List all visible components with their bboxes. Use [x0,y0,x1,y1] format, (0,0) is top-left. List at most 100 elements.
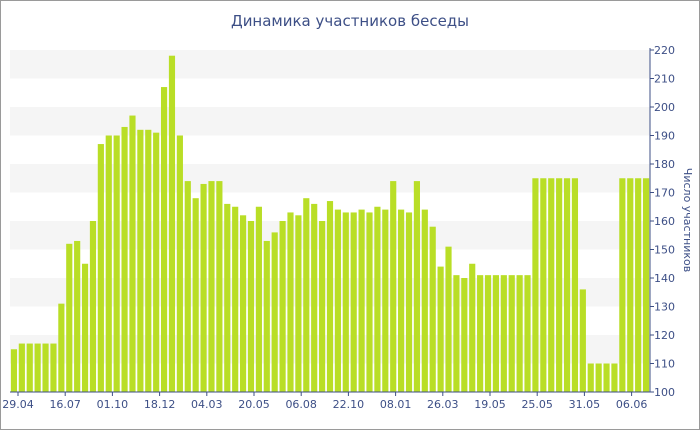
bar [240,215,247,392]
y-tick-label: 200 [654,101,675,114]
bar [303,198,310,392]
bar [563,178,571,392]
x-tick-label: 16.07 [49,398,81,411]
bar [192,198,199,392]
x-tick-label: 29.04 [2,398,34,411]
bar [319,221,326,392]
bar [461,278,468,392]
bar [42,343,49,392]
x-tick-label: 26.03 [427,398,459,411]
bar [295,215,302,392]
x-axis: 29.04 16.07 01.10 18.12 04.03 20.05 06.08 22.10… [2,391,650,411]
bar [540,178,547,392]
bar [81,263,89,392]
bar [176,135,183,392]
bar [232,206,239,392]
bar [50,343,57,392]
bar [587,363,594,392]
bar [413,181,420,392]
bar [579,289,586,392]
bar [208,181,215,392]
bar [421,209,428,392]
bar [445,246,452,392]
bar [477,275,484,392]
bar [484,275,492,392]
y-tick-label: 190 [654,130,675,143]
bar [516,275,523,392]
bar [350,212,357,392]
bar [532,178,539,392]
bar [342,212,349,392]
bar [603,363,610,392]
chart-title: Динамика участников беседы [230,12,470,30]
bar [129,115,136,393]
bar-series [10,55,650,393]
bar [200,183,207,392]
bar [334,209,341,392]
bar [429,226,436,392]
bar [255,206,262,392]
bar [366,212,373,392]
y-tick-label: 140 [654,272,675,285]
y-tick-label: 210 [654,73,675,86]
x-tick-label: 06.06 [616,398,648,411]
bar [145,129,152,393]
bar [279,221,286,392]
y-tick-label: 120 [654,329,675,342]
bar [10,349,18,392]
grid-band [10,107,650,136]
bar [89,221,97,392]
grid-band [10,50,650,79]
y-tick-label: 100 [654,386,675,399]
bar [524,275,531,392]
bar [18,343,25,392]
bar [405,212,413,392]
y-tick-label: 170 [654,187,675,200]
bar [34,343,41,392]
y-tick-label: 110 [654,358,675,371]
bar [263,240,270,392]
y-tick-label: 180 [654,158,675,171]
bar [74,240,81,392]
bar [113,135,120,392]
bar [611,363,618,392]
bar [556,178,563,392]
bar [311,203,318,392]
bar [642,178,650,392]
bar [247,221,255,392]
x-tick-label: 18.12 [144,398,176,411]
y-axis: 100 110 120 130 140 150 160 170 180 190 200 210 220 [649,44,675,399]
y-axis-label: Число участников [681,168,694,272]
bar [287,212,294,392]
bar [437,266,444,392]
bar [26,343,33,392]
y-tick-label: 150 [654,244,675,257]
bar [216,181,223,392]
x-tick-label: 01.10 [97,398,129,411]
bar [619,178,626,392]
bar [398,209,405,392]
bar [469,263,476,392]
bar [105,135,112,392]
bar [635,178,642,392]
x-tick-label: 04.03 [191,398,223,411]
bar [121,126,128,392]
y-tick-label: 130 [654,301,675,314]
bar [595,363,602,392]
bar [66,243,73,392]
x-tick-label: 19.05 [474,398,506,411]
bar [153,132,160,392]
y-tick-label: 160 [654,215,675,228]
bar [184,181,191,392]
y-tick-label: 220 [654,44,675,57]
x-tick-label: 20.05 [238,398,270,411]
bar [374,206,381,392]
bar [58,303,65,392]
bar [382,209,389,392]
x-tick-label: 06.08 [285,398,317,411]
x-tick-label: 22.10 [333,398,365,411]
bar [160,87,168,393]
bar [137,129,144,393]
bar [358,209,365,392]
bar [453,275,460,392]
